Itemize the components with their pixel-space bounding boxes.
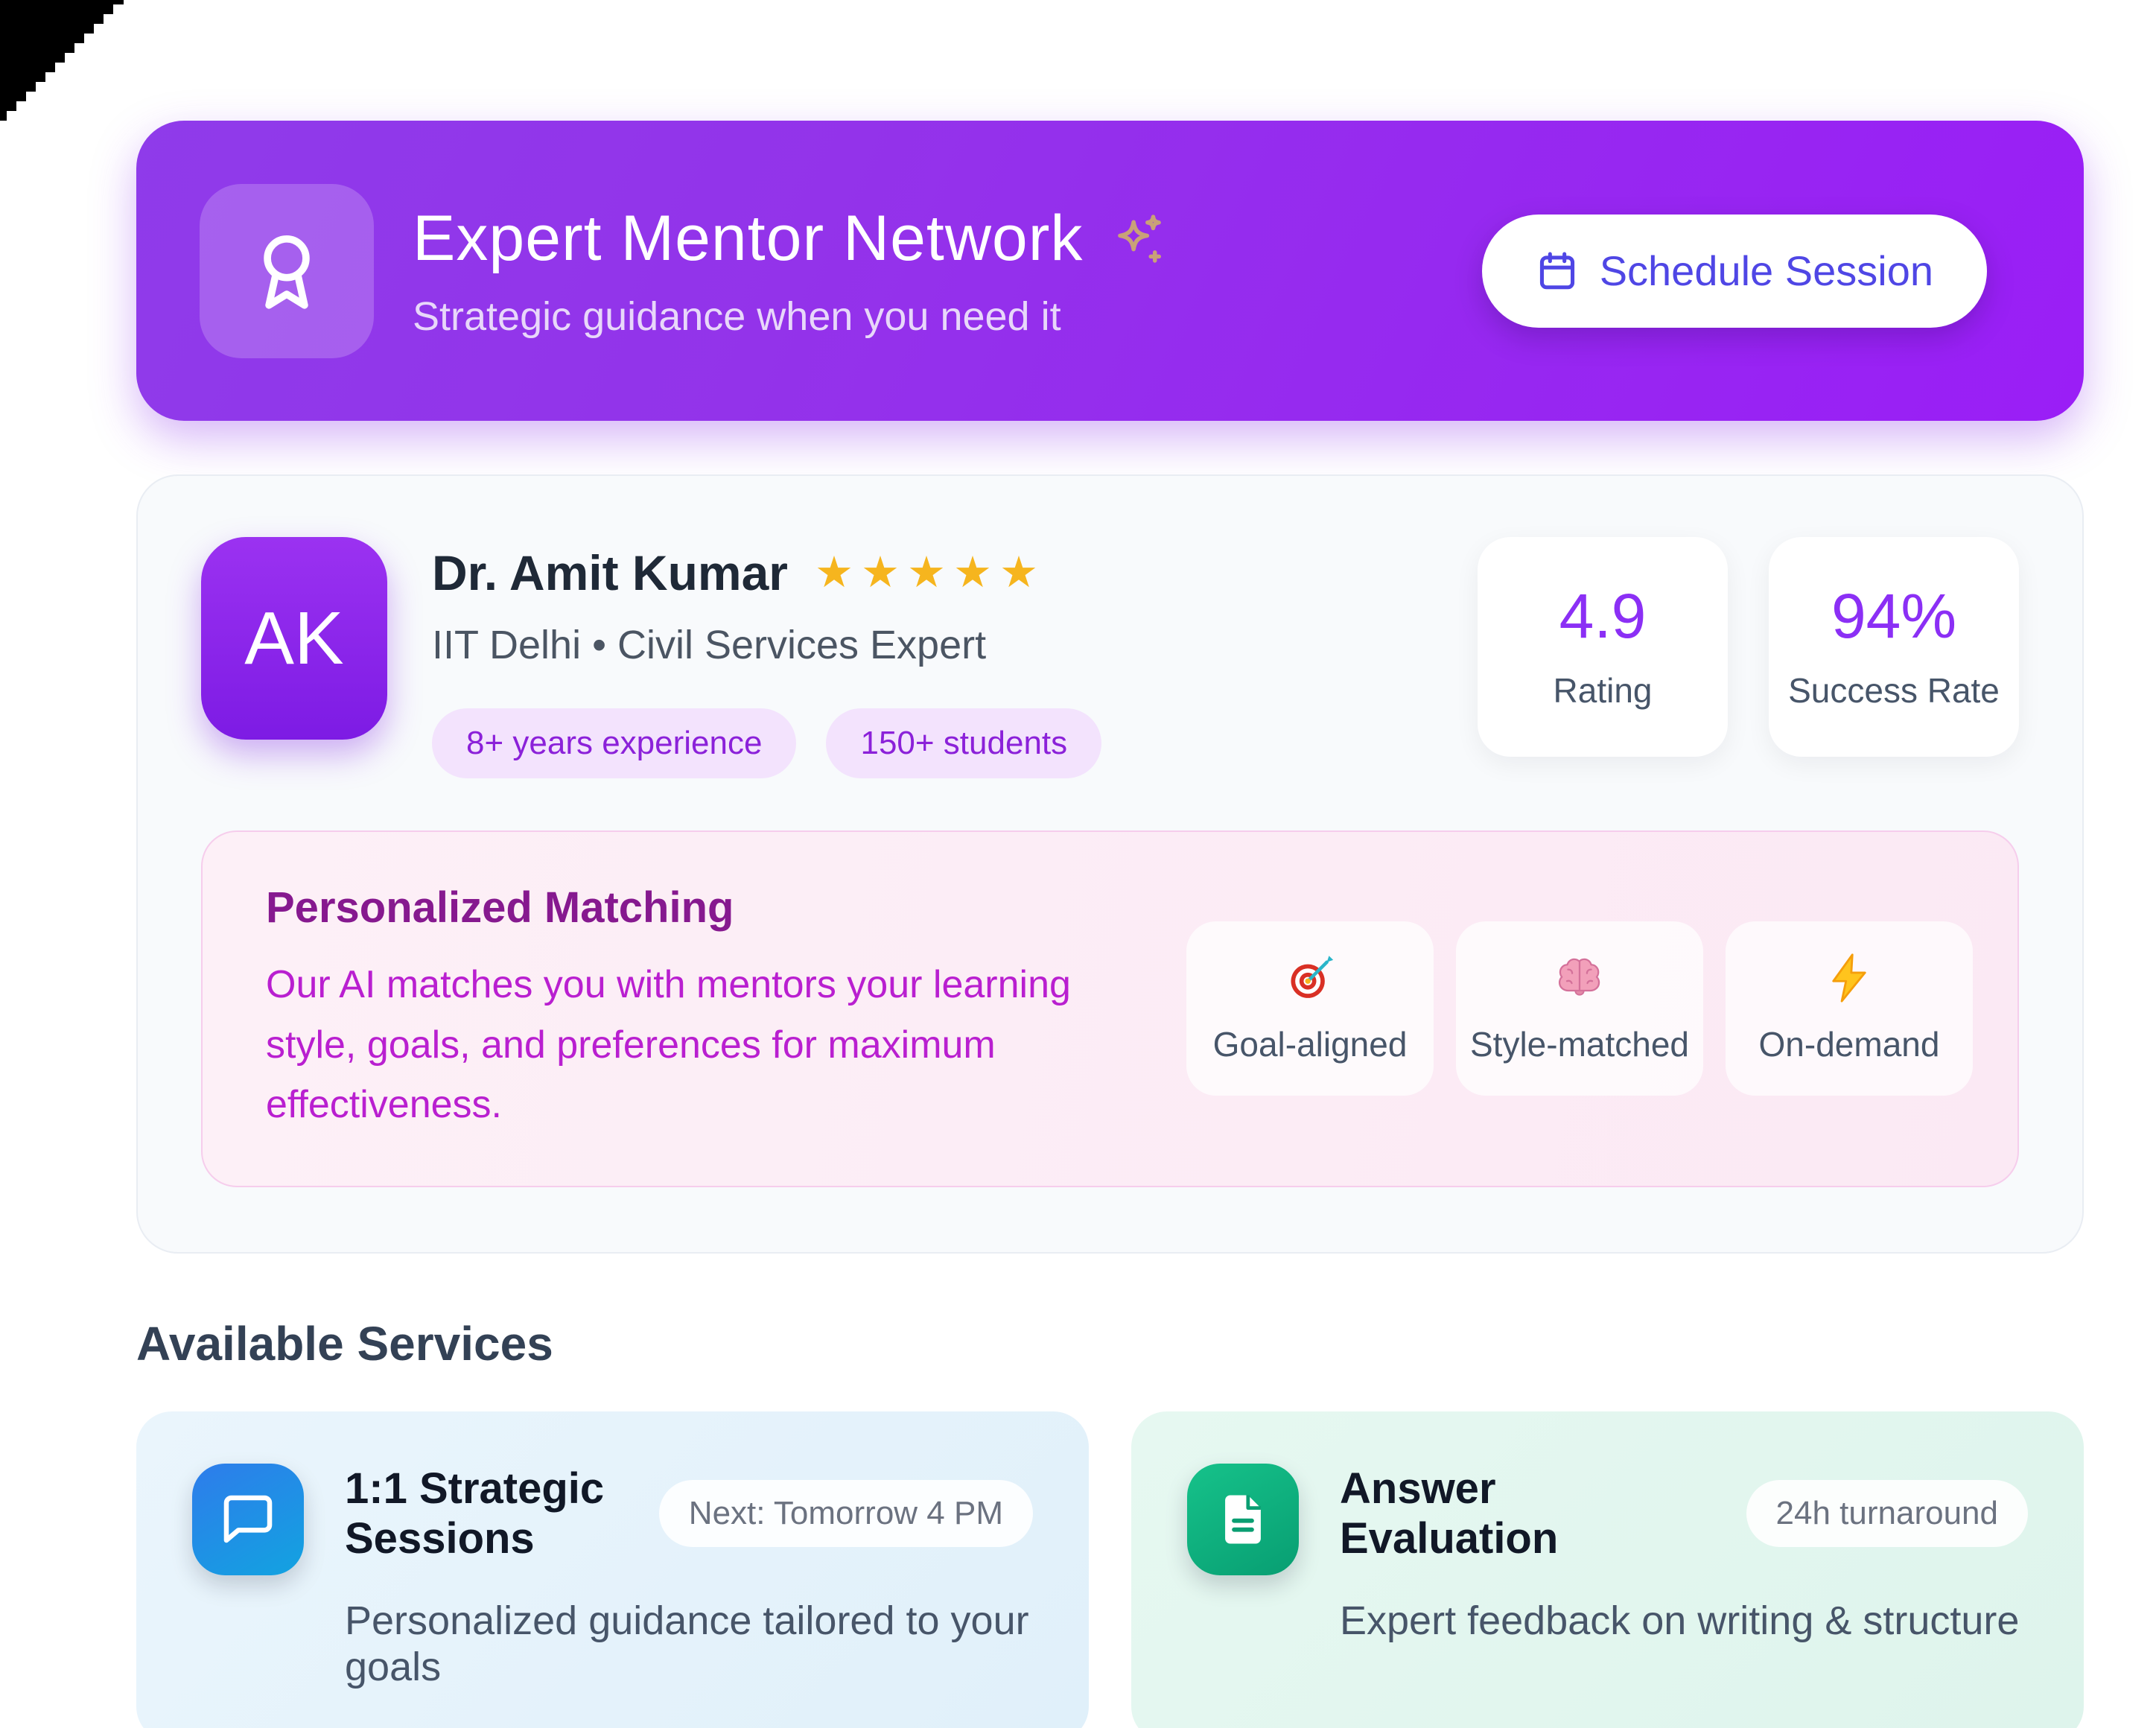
- service-badge: 24h turnaround: [1746, 1479, 2028, 1547]
- mentor-name-row: Dr. Amit Kumar ★★★★★: [432, 544, 1433, 601]
- mentor-badges: 8+ years experience 150+ students: [432, 708, 1433, 778]
- service-badge: Next: Tomorrow 4 PM: [658, 1479, 1033, 1547]
- success-rate-label: Success Rate: [1788, 671, 2000, 710]
- calendar-icon: [1539, 252, 1574, 289]
- chat-bubble-icon: [192, 1463, 304, 1575]
- schedule-session-button[interactable]: Schedule Session: [1481, 214, 1987, 328]
- rating-value: 4.9: [1559, 581, 1647, 651]
- page: Expert Mentor Network Strategic guidance…: [136, 0, 2084, 1728]
- service-card-answer-evaluation[interactable]: Answer Evaluation 24h turnaround Expert …: [1131, 1411, 2084, 1728]
- avatar: AK: [201, 537, 387, 740]
- matching-title: Personalized Matching: [266, 883, 734, 932]
- rating-label: Rating: [1553, 671, 1653, 710]
- award-icon: [200, 183, 374, 358]
- page-title-text: Expert Mentor Network: [413, 203, 1084, 274]
- mentor-name: Dr. Amit Kumar: [432, 545, 788, 600]
- available-services-heading: Available Services: [136, 1316, 553, 1370]
- feature-style-matched: Style-matched: [1456, 921, 1703, 1096]
- service-title: Answer Evaluation: [1340, 1464, 1559, 1563]
- mentor-stats: 4.9 Rating 94% Success Rate: [1478, 537, 2019, 757]
- matching-features: Goal-aligned Style-matched On-dem: [1186, 921, 1973, 1096]
- feature-label: On-demand: [1758, 1025, 1940, 1064]
- target-emoji: [1291, 956, 1334, 999]
- service-title: 1:1 Strategic Sessions: [345, 1464, 605, 1563]
- document-icon: [1187, 1463, 1299, 1575]
- mentor-card: AK Dr. Amit Kumar ★★★★★ IIT Delhi • Civi…: [136, 474, 2084, 1254]
- success-rate-value: 94%: [1831, 581, 1957, 651]
- brain-emoji: [1558, 959, 1600, 997]
- matching-text: Personalized Matching Our AI matches you…: [266, 883, 1142, 1135]
- schedule-session-label: Schedule Session: [1599, 247, 1933, 294]
- banner-text: Expert Mentor Network Strategic guidance…: [413, 202, 1443, 340]
- feature-label: Style-matched: [1469, 1025, 1689, 1064]
- lightning-emoji: [1832, 953, 1866, 1003]
- service-description: Personalized guidance tailored to your g…: [345, 1598, 1029, 1689]
- mentor-summary: AK Dr. Amit Kumar ★★★★★ IIT Delhi • Civi…: [201, 537, 2019, 778]
- experience-badge: 8+ years experience: [432, 708, 797, 778]
- service-body: Answer Evaluation 24h turnaround Expert …: [1340, 1464, 2028, 1644]
- corner-artifact: [0, 0, 124, 121]
- rating-stat-card: 4.9 Rating: [1478, 537, 1728, 757]
- feature-on-demand: On-demand: [1726, 921, 1973, 1096]
- success-rate-stat-card: 94% Success Rate: [1769, 537, 2019, 757]
- service-card-strategic-sessions[interactable]: 1:1 Strategic Sessions Next: Tomorrow 4 …: [136, 1411, 1089, 1728]
- mentor-info: Dr. Amit Kumar ★★★★★ IIT Delhi • Civil S…: [432, 537, 1433, 778]
- feature-goal-aligned: Goal-aligned: [1186, 921, 1434, 1096]
- matching-description: Our AI matches you with mentors your lea…: [266, 963, 1071, 1127]
- service-description: Expert feedback on writing & structure: [1340, 1598, 2020, 1643]
- feature-label: Goal-aligned: [1212, 1025, 1408, 1064]
- service-body: 1:1 Strategic Sessions Next: Tomorrow 4 …: [345, 1464, 1033, 1690]
- students-badge: 150+ students: [826, 708, 1102, 778]
- star-rating: ★★★★★: [814, 548, 1046, 597]
- mentor-affiliation: IIT Delhi • Civil Services Expert: [432, 623, 987, 667]
- sparkles-icon: [1118, 214, 1162, 263]
- banner-subtitle: Strategic guidance when you need it: [413, 294, 1061, 339]
- page-title: Expert Mentor Network: [413, 202, 1443, 276]
- services-grid: 1:1 Strategic Sessions Next: Tomorrow 4 …: [136, 1411, 2084, 1728]
- personalized-matching-panel: Personalized Matching Our AI matches you…: [201, 830, 2019, 1187]
- expert-mentor-banner: Expert Mentor Network Strategic guidance…: [136, 121, 2084, 421]
